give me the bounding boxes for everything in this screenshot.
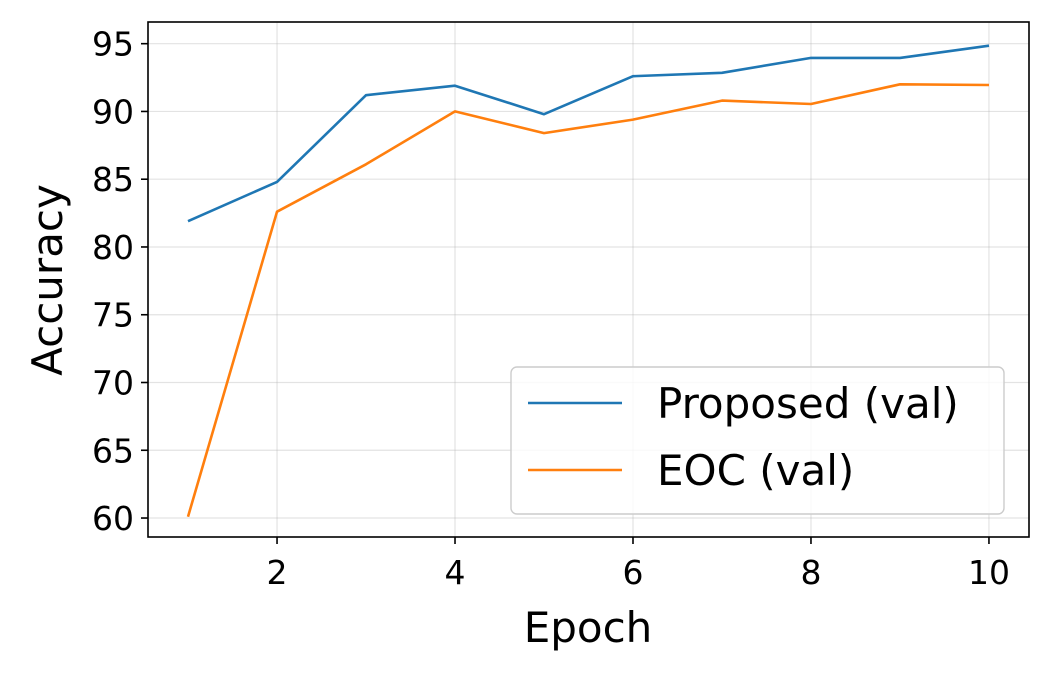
y-tick-label: 95 [92,25,134,64]
x-tick-label: 8 [800,553,821,592]
legend-label-proposed: Proposed (val) [657,379,959,428]
y-tick-label: 65 [92,431,134,470]
legend: Proposed (val) EOC (val) [510,366,1005,515]
y-tick-label: 85 [92,160,134,199]
x-tick-label: 2 [267,553,288,592]
y-tick-label: 70 [92,364,134,403]
series-line-eoc [186,83,990,518]
x-tick-label: 6 [622,553,643,592]
y-tick-label: 90 [92,92,134,131]
y-tick-label: 80 [92,228,134,267]
x-tick-label: 4 [445,553,466,592]
plot-frame [147,21,1030,538]
x-tick-label: 10 [968,553,1010,592]
axis-ticks: 2 4 6 8 10 60 65 70 75 80 85 90 95 [92,25,1010,592]
x-axis-title: Epoch [524,603,653,652]
grid [148,22,1029,537]
y-axis-title: Accuracy [23,184,72,376]
y-tick-label: 75 [92,296,134,335]
legend-box [510,366,1005,515]
legend-label-eoc: EOC (val) [657,446,854,495]
series-lines [186,44,990,518]
y-tick-label: 60 [92,499,134,538]
series-line-proposed [187,44,990,223]
